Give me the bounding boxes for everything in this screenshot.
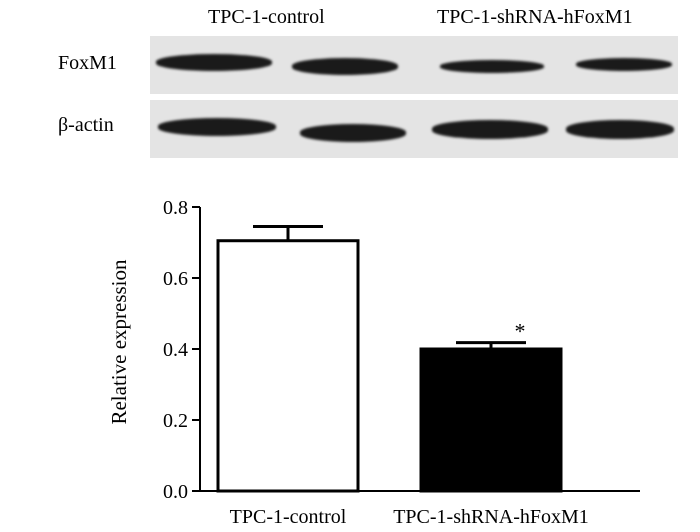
bars: * bbox=[216, 225, 563, 493]
blot-lane-header-control: TPC-1-control bbox=[208, 6, 325, 28]
actin-band-lane-3 bbox=[432, 120, 548, 139]
x-axis-labels: TPC-1-control TPC-1-shRNA-hFoxM1 bbox=[230, 506, 589, 528]
blot-strip-foxm1 bbox=[150, 36, 678, 94]
bar-1 bbox=[419, 347, 563, 493]
x-tick-label-1: TPC-1-shRNA-hFoxM1 bbox=[393, 506, 589, 528]
bar-0 bbox=[216, 239, 360, 493]
foxm1-band-lane-1 bbox=[156, 54, 272, 71]
significance-marker-1: * bbox=[515, 319, 526, 344]
blot-row-label-actin: β-actin bbox=[58, 114, 114, 136]
blot-lane-header-shrna: TPC-1-shRNA-hFoxM1 bbox=[437, 6, 633, 28]
x-tick-label-0: TPC-1-control bbox=[230, 506, 347, 528]
foxm1-band-lane-4 bbox=[576, 58, 672, 71]
y-tick-label-3: 0.6 bbox=[163, 268, 188, 290]
actin-band-lane-4 bbox=[566, 120, 674, 139]
y-tick-label-4: 0.8 bbox=[163, 197, 188, 219]
actin-band-lane-2 bbox=[300, 124, 406, 142]
y-tick-label-1: 0.2 bbox=[163, 410, 188, 432]
y-tick-label-0: 0.0 bbox=[163, 481, 188, 503]
blot-strip-actin bbox=[150, 100, 678, 158]
blot-row-label-foxm1: FoxM1 bbox=[58, 52, 117, 74]
y-tick-label-2: 0.4 bbox=[163, 339, 188, 361]
foxm1-band-lane-3 bbox=[440, 60, 544, 73]
y-axis-label: Relative expression bbox=[107, 259, 131, 425]
foxm1-band-lane-2 bbox=[292, 58, 398, 75]
actin-band-lane-1 bbox=[158, 118, 276, 136]
